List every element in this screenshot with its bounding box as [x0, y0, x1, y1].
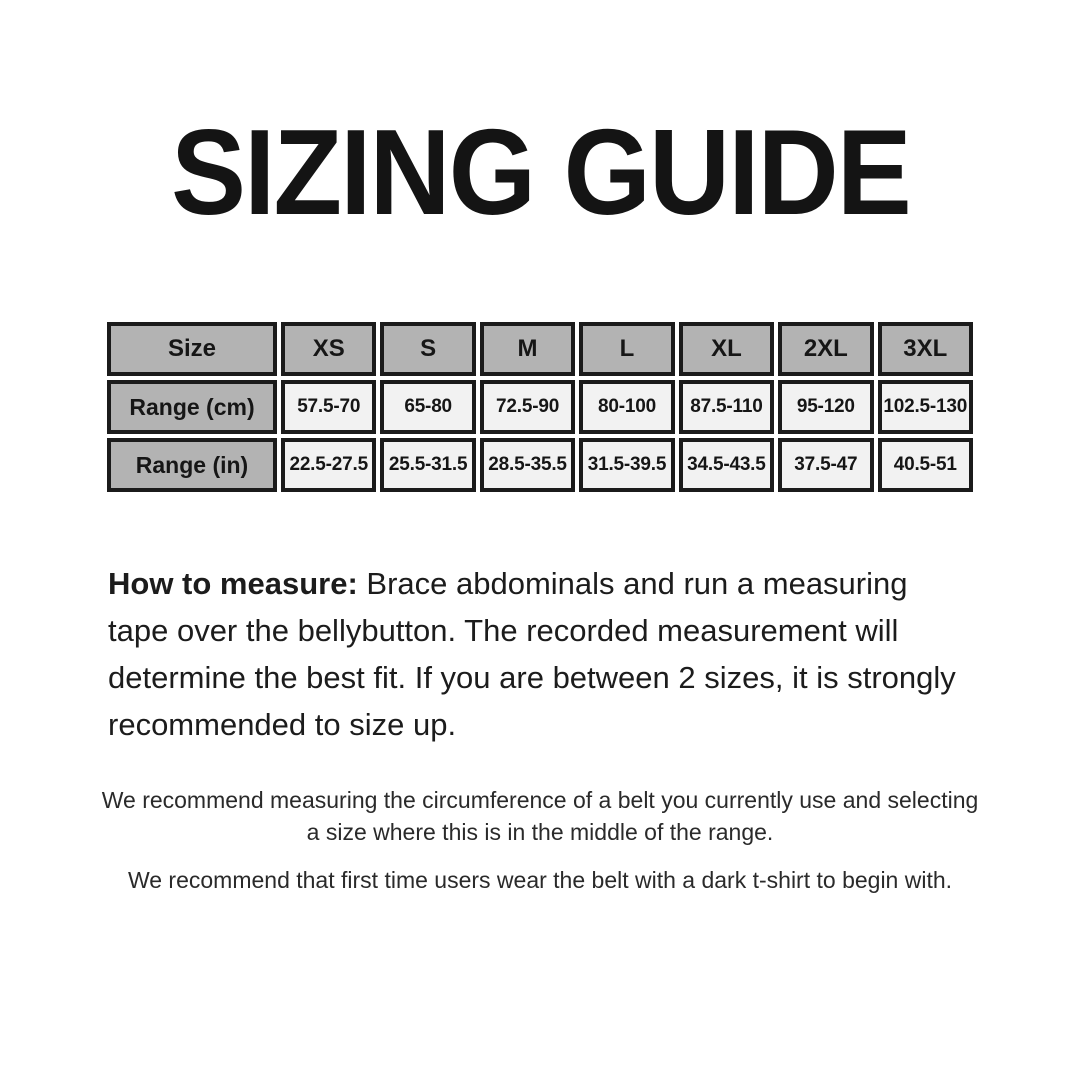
size-range-cell-m: 72.5-90 [479, 380, 576, 434]
how-to-measure-label: How to measure: [108, 566, 358, 601]
column-header-xl: XL [678, 322, 775, 376]
sizing-table-body: Range (cm) 57.5-70 65-80 72.5-90 80-100 87.5-… [107, 380, 973, 492]
how-to-measure-text: Brace abdominals and run a measuring tap… [108, 566, 956, 742]
size-range-cell-2xl: 95-120 [778, 380, 874, 434]
sizing-table-header-row: Size XS S M L XL 2XL 3XL [107, 322, 973, 376]
size-range-cell-l: 31.5-39.5 [579, 438, 675, 492]
size-range-cell-s: 65-80 [380, 380, 476, 434]
row-label-range-cm-: Range (cm) [107, 380, 277, 434]
sizing-table: Size XS S M L XL 2XL 3XL Range (cm) 57.5-70 65-80… [103, 318, 977, 496]
how-to-measure-paragraph: How to measure: Brace abdominals and run… [108, 560, 976, 748]
column-header-3xl: 3XL [877, 322, 973, 376]
sizing-table-header: Size XS S M L XL 2XL 3XL [107, 322, 973, 376]
sizing-table-row: Range (in) 22.5-27.5 25.5-31.5 28.5-35.5 31.… [107, 438, 973, 492]
size-range-cell-l: 80-100 [579, 380, 675, 434]
size-range-cell-m: 28.5-35.5 [479, 438, 576, 492]
column-header-xs: XS [281, 322, 377, 376]
page-title-text: SIZING GUIDE [170, 104, 912, 240]
column-header-size: Size [107, 322, 277, 376]
column-header-l: L [579, 322, 675, 376]
page-title: SIZING GUIDE [0, 111, 1080, 233]
size-range-cell-3xl: 40.5-51 [877, 438, 973, 492]
size-range-cell-s: 25.5-31.5 [380, 438, 476, 492]
size-range-cell-3xl: 102.5-130 [877, 380, 973, 434]
column-header-m: M [479, 322, 576, 376]
column-header-s: S [380, 322, 476, 376]
size-range-cell-xl: 87.5-110 [678, 380, 775, 434]
recommendation-note-belt-circumference: We recommend measuring the circumference… [101, 787, 979, 845]
size-range-cell-2xl: 37.5-47 [778, 438, 874, 492]
recommendation-note-dark-tshirt: We recommend that first time users wear … [127, 867, 953, 893]
row-label-range-in-: Range (in) [107, 438, 277, 492]
sizing-table-row: Range (cm) 57.5-70 65-80 72.5-90 80-100 87.5-… [107, 380, 973, 434]
size-range-cell-xs: 22.5-27.5 [281, 438, 377, 492]
column-header-2xl: 2XL [778, 322, 874, 376]
size-range-cell-xs: 57.5-70 [281, 380, 377, 434]
size-range-cell-xl: 34.5-43.5 [678, 438, 775, 492]
